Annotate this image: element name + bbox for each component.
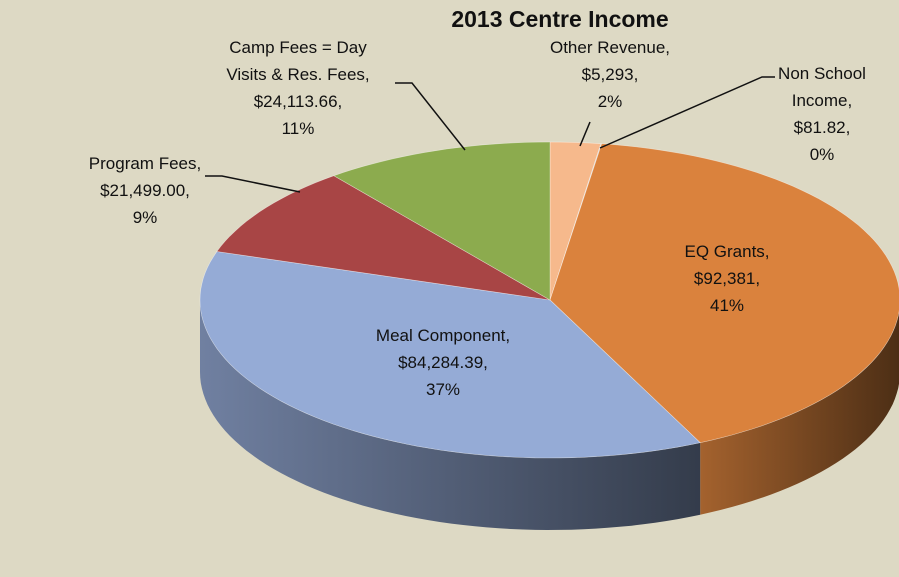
pie-slice — [549, 143, 899, 444]
pie-side — [700, 311, 899, 515]
percent-label: 41% — [709, 296, 745, 315]
data-label: Other Revenue, $5,293, 2% — [535, 34, 685, 115]
category-label: Camp Fees = Day Visits & Res. Fees, — [226, 38, 370, 84]
percent-label: 9% — [132, 208, 158, 227]
leader-line — [395, 82, 466, 151]
chart-title: 2013 Centre Income — [451, 6, 669, 32]
pie-slice — [333, 141, 551, 301]
value-label: $21,499.00, — [100, 181, 190, 200]
percent-label: 0% — [809, 145, 835, 164]
data-label: Program Fees, $21,499.00, 9% — [65, 150, 225, 231]
percent-label: 2% — [597, 92, 623, 111]
pie-slice — [216, 175, 551, 301]
percent-label: 11% — [281, 119, 315, 138]
value-label: $5,293, — [581, 65, 639, 84]
value-label: $84,284.39, — [398, 353, 488, 372]
value-label: $24,113.66, — [253, 92, 343, 111]
category-label: Other Revenue, — [549, 38, 670, 57]
pie-slice — [199, 251, 701, 459]
value-label: $81.82, — [793, 118, 851, 137]
data-label: Camp Fees = Day Visits & Res. Fees, $24,1… — [209, 34, 387, 142]
category-label: EQ Grants, — [684, 242, 770, 261]
leader-line — [599, 76, 775, 149]
category-label: Program Fees, — [88, 154, 202, 173]
data-label: EQ Grants, $92,381, 41% — [652, 238, 802, 319]
category-label: Non School Income, — [778, 64, 866, 110]
data-label: Meal Component, $84,284.39, 37% — [343, 322, 543, 403]
pie-side — [200, 300, 701, 530]
value-label: $92,381, — [693, 269, 761, 288]
percent-label: 37% — [425, 380, 461, 399]
leader-line — [205, 175, 301, 193]
category-label: Meal Component, — [375, 326, 511, 345]
leader-line — [579, 121, 591, 147]
data-label: Non School Income, $81.82, 0% — [772, 60, 872, 168]
